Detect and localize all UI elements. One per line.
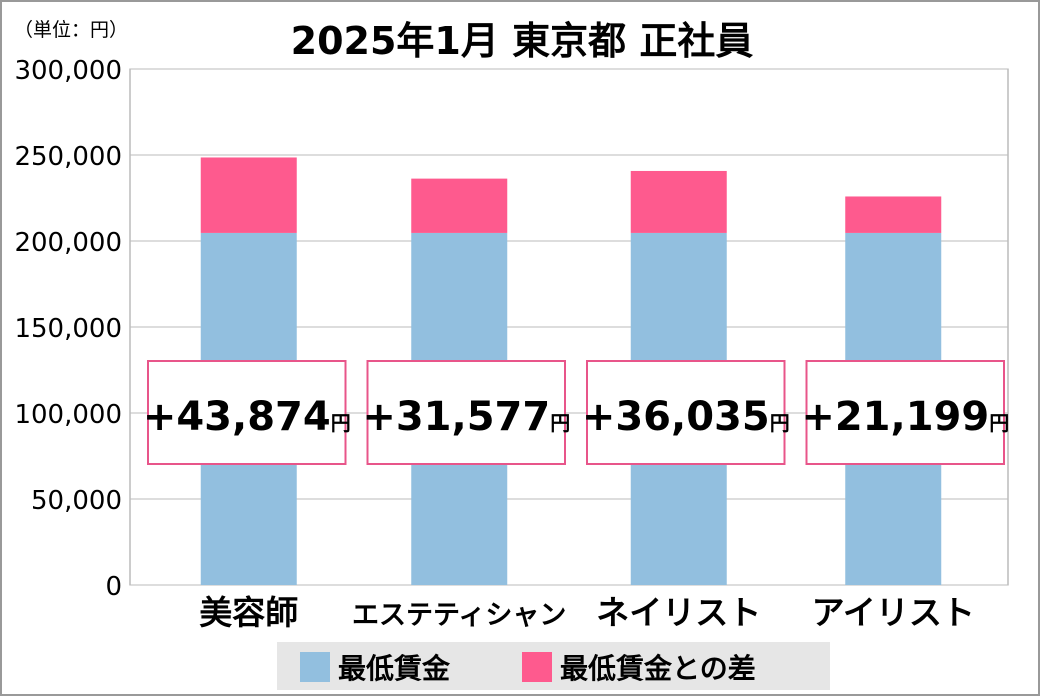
x-tick-label: ネイリスト	[596, 593, 761, 632]
unit-label: （単位：円）	[14, 19, 128, 41]
data-label: +21,199円	[801, 394, 1009, 440]
y-tick-label: 0	[105, 572, 122, 602]
data-label: +43,874円	[143, 394, 351, 440]
y-tick-label: 300,000	[14, 56, 122, 86]
data-label-box	[586, 360, 786, 465]
y-tick-label: 150,000	[14, 314, 122, 344]
legend-swatch	[300, 652, 330, 682]
y-tick-label: 250,000	[14, 142, 122, 172]
legend-swatch	[522, 652, 552, 682]
x-tick-label: アイリスト	[812, 593, 975, 632]
x-tick-label: エステティシャン	[352, 600, 566, 631]
y-tick-label: 100,000	[14, 400, 122, 430]
bar-segment	[411, 178, 508, 233]
chart-title: 2025年1月 東京都 正社員	[291, 19, 754, 63]
legend-label: 最低賃金	[338, 652, 451, 685]
bar-segment	[630, 170, 727, 233]
data-label-box	[366, 360, 566, 465]
x-tick-label: 美容師	[199, 593, 298, 632]
bar-segment	[845, 196, 942, 233]
legend	[277, 642, 830, 690]
y-tick-label: 50,000	[31, 486, 122, 516]
data-label-box	[147, 360, 347, 465]
data-label: +31,577円	[362, 394, 570, 440]
y-tick-label: 200,000	[14, 228, 122, 258]
bar-segment	[200, 157, 297, 233]
data-label: +36,035円	[582, 394, 790, 440]
legend-label: 最低賃金との差	[560, 652, 756, 685]
data-label-box	[805, 360, 1005, 465]
